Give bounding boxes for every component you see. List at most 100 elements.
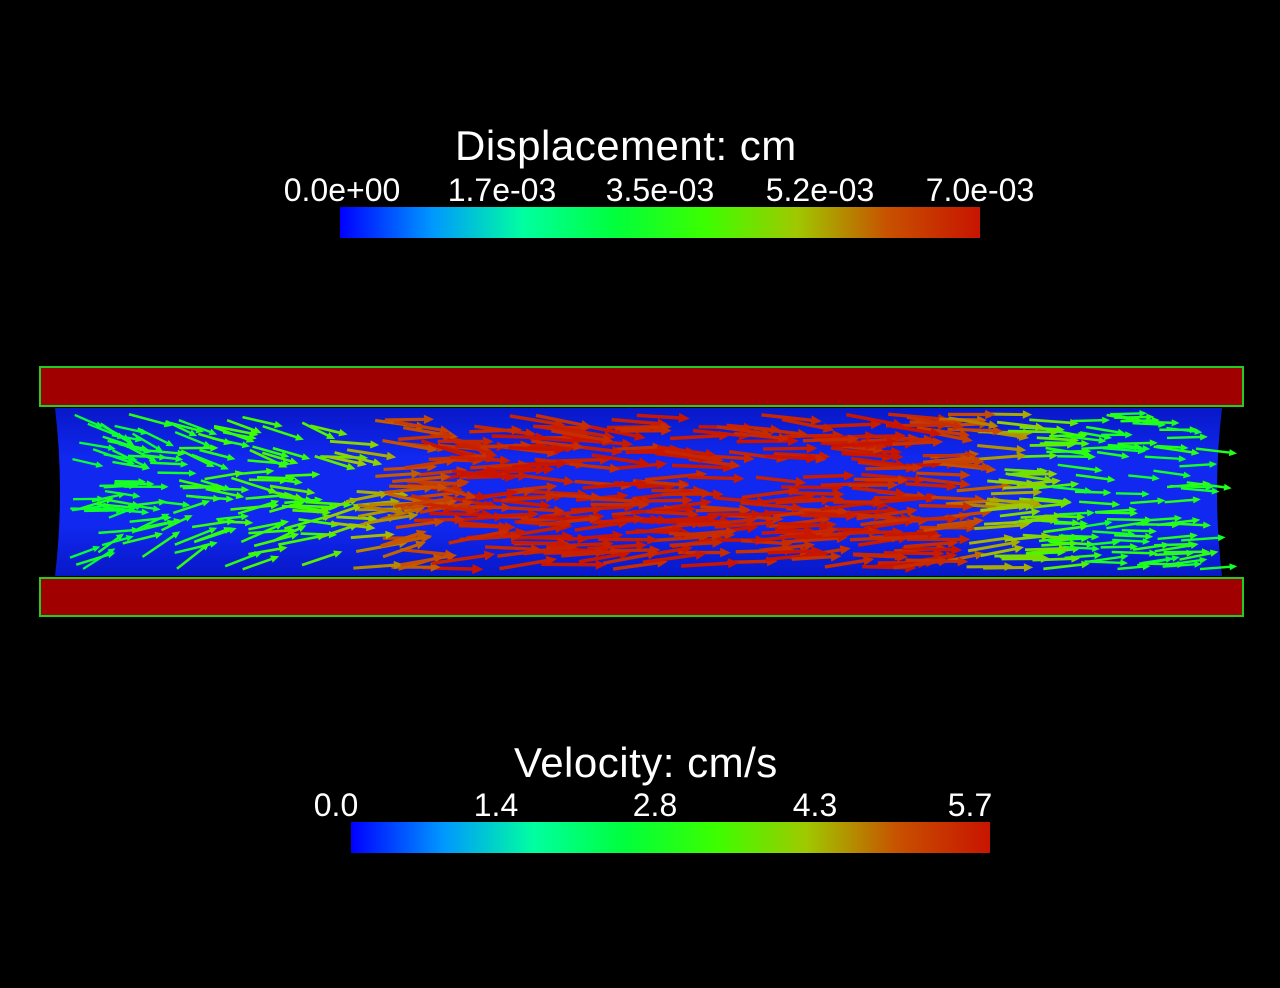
velocity-arrow — [781, 482, 844, 493]
velocity-arrow — [922, 450, 976, 461]
velocity-arrow — [301, 421, 336, 440]
velocity-arrow — [317, 523, 359, 540]
top-vessel-wall — [39, 366, 1244, 407]
velocity-arrow — [269, 500, 306, 513]
velocity-arrow — [761, 525, 815, 536]
velocity-arrow — [284, 496, 323, 505]
velocity-arrow — [213, 424, 259, 438]
velocity-arrow — [765, 549, 830, 562]
velocity-arrow — [822, 525, 881, 535]
velocity-arrow — [545, 492, 602, 502]
velocity-arrow — [775, 495, 833, 506]
velocity-arrow — [751, 530, 817, 543]
velocity-arrow — [700, 504, 752, 515]
velocity-arrow — [1086, 538, 1121, 547]
velocity-arrow — [881, 434, 935, 445]
velocity-arrow — [1008, 467, 1049, 476]
velocity-arrow — [625, 524, 684, 535]
velocity-arrow — [107, 498, 141, 508]
velocity-arrow — [1139, 560, 1186, 568]
displacement-legend-title: Displacement: cm — [455, 122, 797, 169]
velocity-arrow — [1043, 523, 1089, 534]
velocity-arrow — [132, 513, 170, 533]
velocity-arrow — [1102, 446, 1146, 455]
velocity-arrow — [170, 421, 205, 434]
velocity-arrow — [974, 451, 1027, 461]
velocity-arrow — [194, 527, 233, 543]
velocity-arrow — [615, 422, 672, 433]
velocity-arrow — [991, 488, 1043, 497]
velocity-arrow — [1032, 480, 1080, 490]
velocity-arrow — [523, 542, 578, 556]
velocity-arrow — [709, 509, 763, 520]
velocity-arrow — [176, 542, 210, 570]
velocity-arrow — [543, 547, 607, 558]
velocity-arrow — [613, 442, 664, 453]
velocity-arrow — [609, 459, 668, 471]
velocity-arrow — [262, 424, 304, 441]
velocity-arrow — [73, 495, 105, 503]
velocity-arrow — [574, 518, 630, 532]
velocity-arrow — [966, 562, 1014, 571]
velocity-arrow — [345, 490, 390, 504]
velocity-arrow — [272, 525, 307, 543]
velocity-arrow — [429, 509, 494, 520]
velocity-arrow — [511, 538, 568, 549]
velocity-arrow — [1079, 500, 1121, 508]
velocity-arrow — [382, 439, 438, 454]
velocity-arrow — [213, 426, 255, 443]
velocity-arrow — [1044, 439, 1090, 448]
velocity-arrow — [499, 555, 558, 571]
velocity-arrow — [350, 530, 395, 540]
velocity-arrow — [933, 456, 985, 467]
velocity-arrow — [178, 419, 218, 436]
velocity-tick-1: 1.4 — [473, 787, 519, 823]
velocity-arrow — [123, 483, 169, 491]
velocity-arrow — [785, 533, 848, 544]
velocity-arrow — [179, 482, 221, 491]
velocity-arrow — [956, 482, 1012, 493]
velocity-arrow — [395, 517, 445, 530]
velocity-arrow — [540, 505, 604, 519]
velocity-arrow — [525, 435, 583, 446]
velocity-arrow — [82, 548, 116, 570]
velocity-arrow — [529, 432, 594, 443]
velocity-arrow — [734, 431, 790, 443]
velocity-arrow — [431, 550, 496, 566]
velocity-arrow — [791, 552, 842, 562]
velocity-arrow — [69, 545, 101, 559]
velocity-arrow — [1164, 496, 1201, 504]
velocity-arrow — [174, 527, 218, 546]
velocity-arrow — [1016, 477, 1061, 487]
velocity-arrow — [418, 466, 468, 477]
velocity-arrow — [620, 425, 672, 436]
velocity-arrow — [382, 540, 427, 559]
velocity-arrow — [841, 527, 904, 537]
velocity-arrow — [248, 476, 289, 485]
velocity-arrow — [948, 416, 999, 430]
velocity-arrow — [585, 424, 646, 441]
velocity-arrow — [1041, 539, 1079, 548]
velocity-arrow — [114, 424, 149, 436]
velocity-arrow — [99, 481, 139, 489]
displacement-tick-2: 3.5e-03 — [605, 172, 715, 208]
velocity-arrow — [327, 455, 367, 467]
velocity-arrow — [98, 526, 140, 535]
velocity-arrow — [257, 474, 297, 482]
velocity-arrow — [1110, 445, 1151, 452]
velocity-arrow — [247, 459, 291, 467]
velocity-arrow — [191, 518, 235, 529]
velocity-arrow — [1132, 421, 1166, 428]
velocity-arrow — [1154, 541, 1199, 553]
velocity-arrow — [633, 495, 694, 506]
displacement-tick-4: 7.0e-03 — [925, 172, 1035, 208]
velocity-arrow — [191, 453, 229, 470]
velocity-arrow — [905, 481, 958, 492]
velocity-arrow — [1007, 428, 1060, 436]
velocity-arrow — [967, 539, 1021, 553]
velocity-arrow — [240, 523, 284, 544]
velocity-arrow — [736, 435, 799, 446]
velocity-arrow — [918, 476, 971, 489]
velocity-arrow — [853, 551, 908, 562]
displacement-colorbar — [340, 207, 980, 238]
